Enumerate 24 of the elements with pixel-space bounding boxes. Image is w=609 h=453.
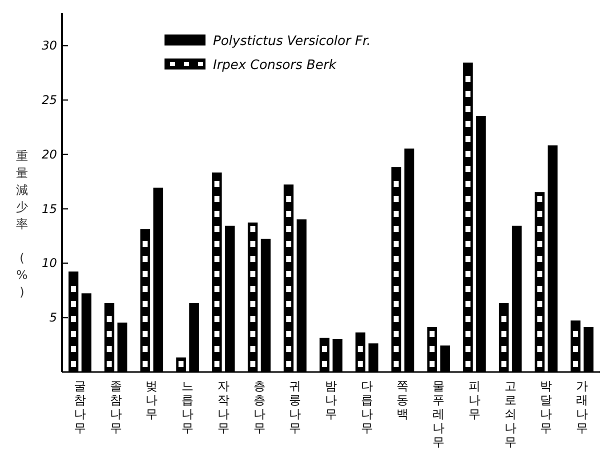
- x-tick-label: 느릅나무: [182, 379, 194, 435]
- y-tick-label: 10: [42, 256, 58, 270]
- legend-label: Polystictus Versicolor Fr.: [213, 34, 371, 49]
- x-tick-label: 물푸레나무: [432, 379, 445, 449]
- x-tick-label: 가래나무: [576, 379, 588, 435]
- y-tick-label: 20: [42, 147, 58, 162]
- x-tick-label: 자작나무: [217, 379, 230, 435]
- text: 重量減少率 (%): [16, 149, 28, 299]
- x-tick-label: 박달나무: [540, 379, 552, 435]
- x-tick-label: 밤나무: [325, 379, 337, 421]
- y-tick-label: 5: [49, 310, 57, 325]
- x-tick-label: 다릅나무: [360, 379, 373, 435]
- y-tick-label: 30: [42, 38, 58, 53]
- y-tick-label: 25: [42, 93, 57, 108]
- x-tick-label: 쪽동백: [396, 379, 409, 421]
- y-tick-label: 15: [42, 202, 57, 216]
- x-tick-label: 벚나무: [146, 379, 158, 421]
- legend-label: Irpex Consors Berk: [213, 58, 337, 73]
- x-tick-label: 졸참나무: [110, 379, 122, 435]
- x-tick-label: 피나무: [468, 379, 480, 421]
- x-tick-label: 굴참나무: [74, 379, 86, 435]
- x-tick-label: 층층나무: [253, 379, 266, 435]
- x-tick-label: 고로쇠나무: [504, 379, 516, 449]
- x-tick-label: 귀룽나무: [289, 379, 302, 435]
